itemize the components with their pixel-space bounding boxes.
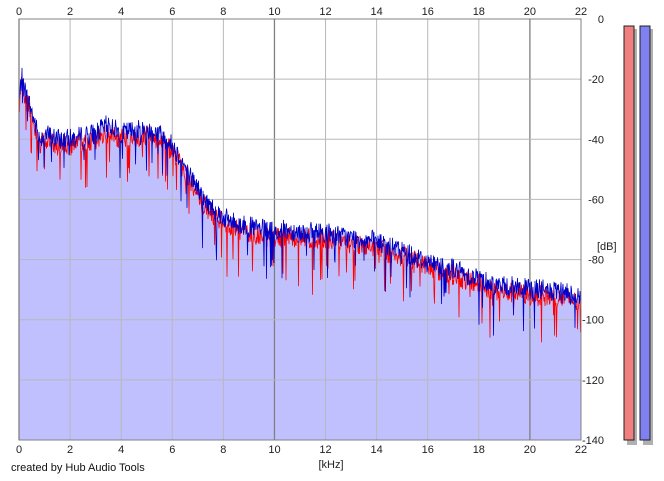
x-tick-label-bottom: 8 xyxy=(220,444,226,456)
series-right-line xyxy=(18,67,582,336)
x-tick-label-top: 8 xyxy=(220,6,226,18)
x-tick-label-bottom: 14 xyxy=(371,444,383,456)
plot-border xyxy=(18,18,582,441)
x-tick-label-bottom: 22 xyxy=(575,444,587,456)
x-tick-label-bottom: 4 xyxy=(118,444,124,456)
y-tick-label: -20 xyxy=(588,74,604,86)
meter-left xyxy=(623,25,635,441)
x-tick-label-top: 14 xyxy=(371,6,383,18)
x-tick-label-bottom: 18 xyxy=(473,444,485,456)
y-tick-label: -120 xyxy=(582,375,604,387)
x-tick-label-bottom: 2 xyxy=(67,444,73,456)
x-tick-label-top: 20 xyxy=(524,6,536,18)
x-tick-label-bottom: 0 xyxy=(16,444,22,456)
y-tick-label: -140 xyxy=(582,435,604,447)
meter-right xyxy=(639,25,651,441)
x-tick-label-top: 2 xyxy=(67,6,73,18)
plot-area: 002244668810101212141416161818202022220-… xyxy=(16,6,604,456)
y-tick-label: -40 xyxy=(588,134,604,146)
x-tick-label-bottom: 16 xyxy=(422,444,434,456)
y-tick-label: -60 xyxy=(588,194,604,206)
x-tick-label-top: 0 xyxy=(16,6,22,18)
y-tick-label: 0 xyxy=(598,14,604,26)
x-tick-label-top: 10 xyxy=(268,6,280,18)
y-tick-label: -100 xyxy=(582,315,604,327)
x-tick-label-top: 12 xyxy=(319,6,331,18)
credit-text: created by Hub Audio Tools xyxy=(11,462,145,474)
x-tick-label-bottom: 6 xyxy=(169,444,175,456)
spectrum-fill xyxy=(19,67,581,441)
x-tick-label-top: 16 xyxy=(422,6,434,18)
y-axis-label: [dB] xyxy=(597,241,617,253)
x-axis-label: [kHz] xyxy=(318,459,343,471)
x-tick-label-bottom: 20 xyxy=(524,444,536,456)
x-tick-label-top: 6 xyxy=(169,6,175,18)
x-tick-label-top: 4 xyxy=(118,6,124,18)
x-tick-label-bottom: 10 xyxy=(268,444,280,456)
x-tick-label-top: 22 xyxy=(575,6,587,18)
level-meters xyxy=(623,25,653,445)
x-tick-label-top: 18 xyxy=(473,6,485,18)
y-tick-label: -80 xyxy=(588,255,604,267)
x-tick-label-bottom: 12 xyxy=(319,444,331,456)
